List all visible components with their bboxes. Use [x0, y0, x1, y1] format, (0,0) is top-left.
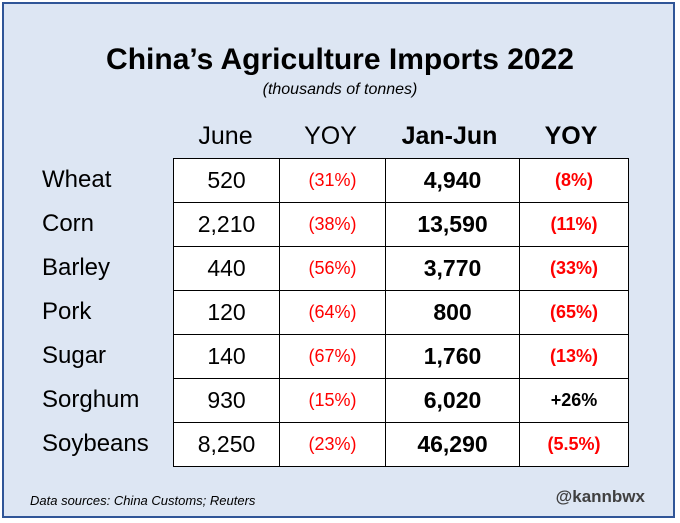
table-row: 140 (67%) 1,760 (13%)	[173, 334, 629, 379]
column-header-jan-jun-yoy: YOY	[544, 122, 598, 150]
jan-jun-value-cell: 800	[385, 290, 520, 335]
column-header-jan-jun: Jan-Jun	[401, 122, 498, 150]
june-yoy-cell: (23%)	[279, 422, 386, 467]
june-yoy-cell: (67%)	[279, 334, 386, 379]
june-yoy-cell: (64%)	[279, 290, 386, 335]
june-value-cell: 440	[173, 246, 280, 291]
jan-jun-value-cell: 3,770	[385, 246, 520, 291]
table-row: 120 (64%) 800 (65%)	[173, 290, 629, 335]
june-value-cell: 520	[173, 158, 280, 203]
jan-jun-yoy-cell: (11%)	[519, 202, 629, 247]
june-value-cell: 8,250	[173, 422, 280, 467]
row-label: Soybeans	[42, 430, 149, 457]
row-label: Wheat	[42, 166, 112, 193]
june-value-cell: 930	[173, 378, 280, 423]
jan-jun-value-cell: 46,290	[385, 422, 520, 467]
jan-jun-value-cell: 6,020	[385, 378, 520, 423]
jan-jun-value-cell: 1,760	[385, 334, 520, 379]
jan-jun-yoy-cell: (13%)	[519, 334, 629, 379]
chart-title: China’s Agriculture Imports 2022	[106, 43, 574, 76]
table-row: 2,210 (38%) 13,590 (11%)	[173, 202, 629, 247]
table-row: 8,250 (23%) 46,290 (5.5%)	[173, 422, 629, 467]
data-table: 520 (31%) 4,940 (8%) 2,210 (38%) 13,590 (11%) 44…	[173, 158, 629, 467]
row-label: Pork	[42, 298, 92, 325]
june-yoy-cell: (56%)	[279, 246, 386, 291]
column-header-june-yoy: YOY	[304, 122, 357, 150]
jan-jun-yoy-cell: (33%)	[519, 246, 629, 291]
jan-jun-value-cell: 13,590	[385, 202, 520, 247]
jan-jun-value-cell: 4,940	[385, 158, 520, 203]
jan-jun-yoy-cell: (8%)	[519, 158, 629, 203]
chart-subtitle: (thousands of tonnes)	[262, 81, 418, 98]
june-yoy-cell: (31%)	[279, 158, 386, 203]
jan-jun-yoy-cell: (5.5%)	[519, 422, 629, 467]
june-value-cell: 120	[173, 290, 280, 335]
data-source-note: Data sources: China Customs; Reuters	[30, 493, 256, 508]
june-yoy-cell: (38%)	[279, 202, 386, 247]
row-label: Sugar	[42, 342, 107, 369]
june-yoy-cell: (15%)	[279, 378, 386, 423]
row-label: Corn	[42, 210, 95, 237]
author-handle: @kannbwx	[555, 487, 645, 506]
jan-jun-yoy-cell: (65%)	[519, 290, 629, 335]
table-row: 440 (56%) 3,770 (33%)	[173, 246, 629, 291]
jan-jun-yoy-cell: +26%	[519, 378, 629, 423]
table-row: 520 (31%) 4,940 (8%)	[173, 158, 629, 203]
june-value-cell: 140	[173, 334, 280, 379]
june-value-cell: 2,210	[173, 202, 280, 247]
row-label: Sorghum	[42, 386, 140, 413]
table-row: 930 (15%) 6,020 +26%	[173, 378, 629, 423]
column-header-june: June	[198, 122, 253, 150]
row-label: Barley	[42, 254, 111, 281]
